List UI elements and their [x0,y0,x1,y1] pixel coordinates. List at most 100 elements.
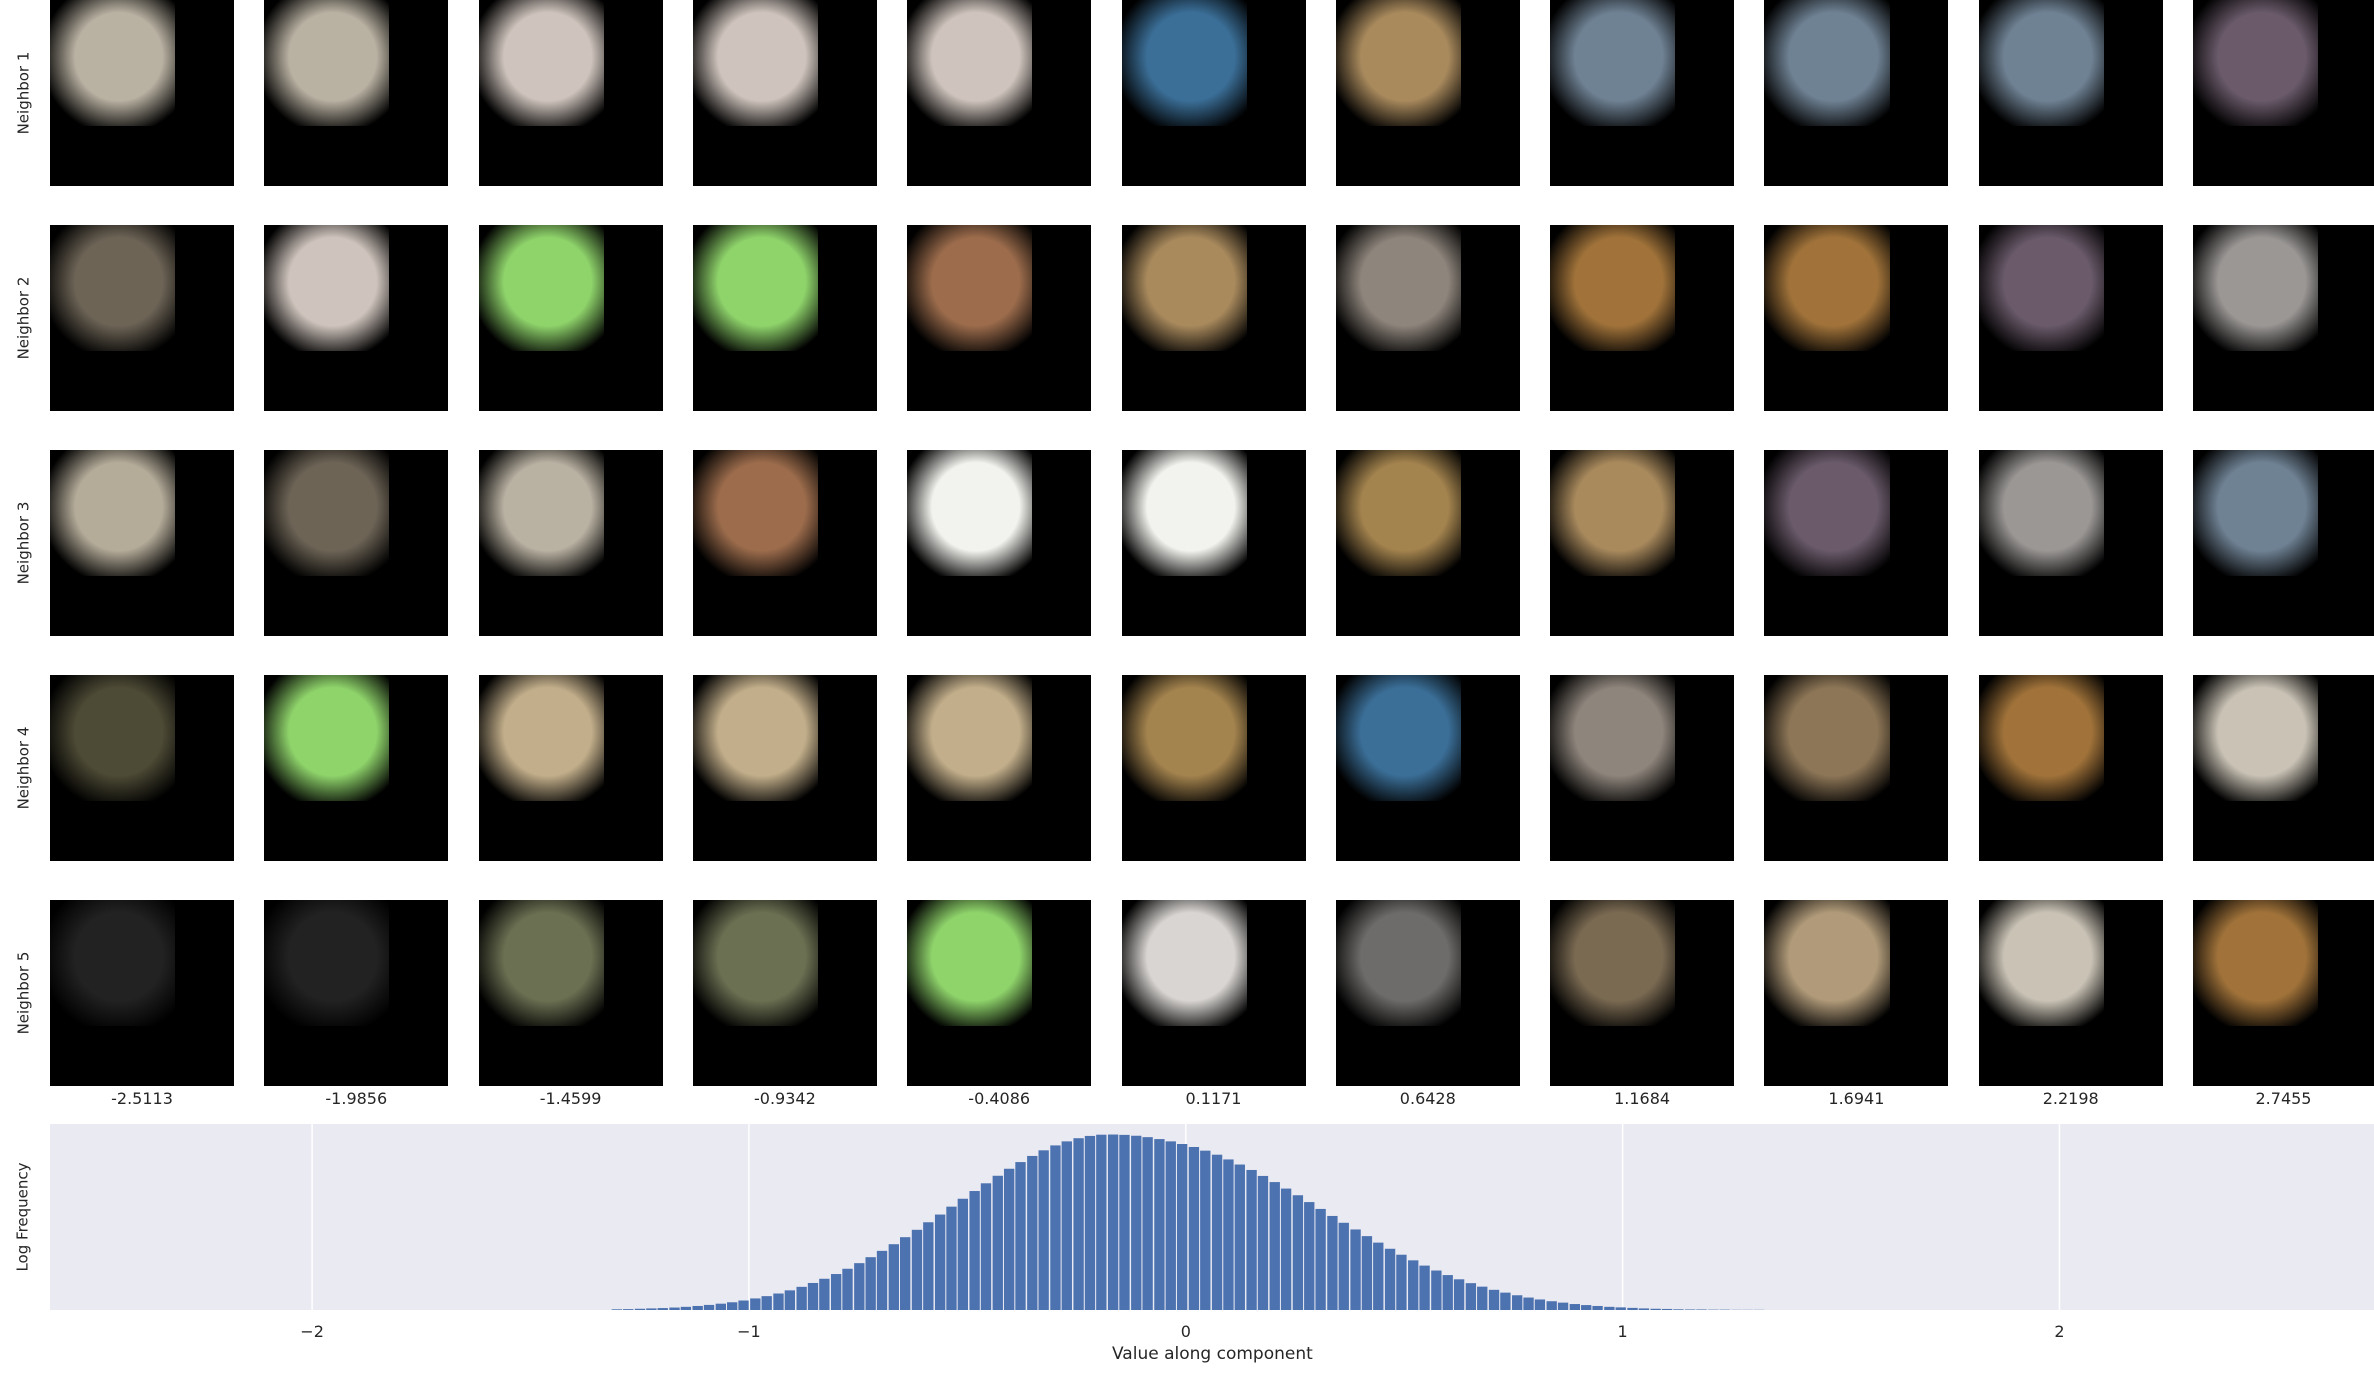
neighbor-image-cell [2193,450,2374,636]
neighbor-image-cell [1978,675,2163,861]
neighbor-image-thumbnail [907,675,1033,802]
neighbor-image-thumbnail [1978,0,2104,127]
histogram-bar [1165,1141,1176,1310]
histogram-bar [1107,1134,1119,1310]
histogram-bar [1246,1169,1257,1310]
neighbor-image-thumbnail [2193,675,2319,802]
row-label-neighbor-4: Neighbor 4 [8,675,38,861]
neighbor-image-thumbnail [50,900,176,1027]
neighbor-image-thumbnail [50,450,176,577]
neighbor-image-thumbnail [907,0,1033,127]
histogram-bar [1327,1215,1338,1310]
neighbor-image-thumbnail [692,0,818,127]
histogram-x-tick-label: −1 [737,1322,761,1341]
histogram-bar [888,1244,899,1310]
neighbor-image-thumbnail [1335,450,1461,577]
neighbor-image-thumbnail [1335,675,1461,802]
neighbor-image-cell [264,900,449,1086]
histogram-bar [923,1222,934,1310]
column-value-label: -0.9342 [754,1089,816,1108]
neighbor-image-thumbnail [1764,0,1890,127]
neighbor-image-thumbnail [692,225,818,352]
row-label-neighbor-2: Neighbor 2 [8,225,38,411]
column-value-label: -2.5113 [111,1089,173,1108]
histogram-bar [784,1290,796,1310]
neighbor-image-cell [478,675,663,861]
histogram-bar [1003,1168,1015,1310]
neighbor-image-cell [692,225,877,411]
column-value-label: -1.4599 [539,1089,602,1108]
column-value-label: -0.4086 [968,1089,1031,1108]
neighbor-image-cell [2193,225,2374,411]
neighbor-image-cell [1550,900,1735,1086]
neighbor-image-thumbnail [1764,675,1890,802]
histogram-bar [715,1303,726,1310]
histogram-bar [1500,1292,1511,1310]
neighbor-image-thumbnail [1978,675,2104,802]
histogram-bar [1304,1202,1315,1310]
histogram-plot-area [50,1124,2374,1310]
histogram-bar [1384,1248,1396,1310]
histogram-bar [1084,1135,1096,1310]
histogram-bar [1419,1265,1430,1310]
neighbor-image-thumbnail [1121,0,1247,127]
histogram-bar [1027,1155,1038,1310]
histogram-bar [830,1274,842,1310]
histogram-bar [680,1306,692,1310]
neighbor-image-cell [907,900,1092,1086]
histogram-bar [1096,1134,1107,1310]
neighbor-image-thumbnail [2193,0,2319,127]
neighbor-image-thumbnail [907,225,1033,352]
histogram-bar [876,1250,888,1310]
histogram-bar [657,1308,668,1310]
histogram-bar [1431,1270,1442,1310]
histogram-bar [1592,1305,1603,1310]
neighbor-image-cell [907,0,1092,186]
histogram-bar [703,1304,715,1310]
histogram-bar [1477,1286,1488,1310]
histogram-x-tick-label: −2 [300,1322,324,1341]
row-label-text: Neighbor 1 [14,51,33,135]
histogram-bar [623,1309,634,1310]
histogram-bar [1373,1242,1384,1310]
row-label-text: Neighbor 2 [14,276,33,360]
histogram-bar [634,1308,646,1310]
neighbor-image-thumbnail [478,0,604,127]
neighbor-image-cell [1764,675,1949,861]
histogram-bar [1269,1182,1280,1310]
histogram-bar [1338,1222,1349,1310]
neighbor-image-cell [50,0,234,186]
column-value-label: 1.1684 [1614,1089,1671,1108]
histogram-x-tick-label: 0 [1180,1322,1191,1341]
neighbor-image-cell [1335,0,1520,186]
histogram-bar [1673,1309,1684,1310]
histogram-bar [900,1237,911,1310]
neighbor-image-thumbnail [1550,450,1676,577]
neighbor-image-thumbnail [50,675,176,802]
neighbor-image-cell [1121,450,1306,636]
histogram-bar [1257,1175,1269,1310]
histogram-bar [1534,1299,1546,1310]
histogram-bar [842,1268,853,1310]
neighbor-image-cell [1121,225,1306,411]
histogram-bar [980,1183,992,1310]
histogram-bar [934,1214,946,1310]
neighbor-image-cell [2193,675,2374,861]
histogram-bar [1188,1146,1200,1310]
histogram-bar [1350,1229,1361,1310]
histogram-bar [1488,1289,1500,1310]
histogram-bar [1638,1308,1650,1310]
histogram-bar [773,1293,784,1310]
histogram-x-axis-label: Value along component [1112,1344,1313,1364]
histogram-bar [1396,1254,1407,1310]
neighbor-image-cell [1550,225,1735,411]
histogram-bar [1061,1141,1072,1310]
neighbor-image-thumbnail [1121,900,1247,1027]
histogram-bar [1546,1301,1557,1310]
neighbor-image-cell [1335,450,1520,636]
neighbor-image-cell [1978,225,2163,411]
column-value-label: 0.6428 [1399,1089,1456,1108]
neighbor-image-cell [2193,0,2374,186]
neighbor-image-cell [1121,675,1306,861]
